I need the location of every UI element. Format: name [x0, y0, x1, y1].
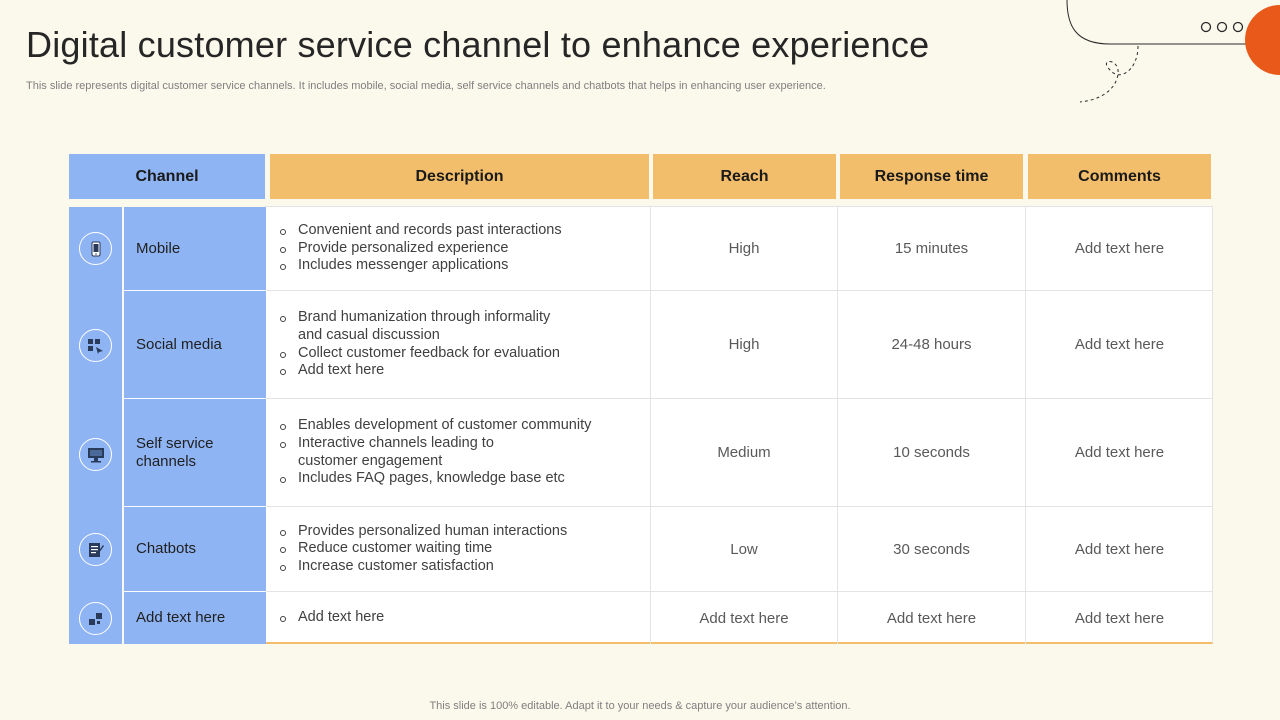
slide-footer: This slide is 100% editable. Adapt it to…: [429, 700, 851, 712]
description-cell: Add text here: [266, 592, 651, 644]
reach-cell: Medium: [651, 399, 838, 507]
list-item: Brand humanization through informality a…: [276, 309, 566, 344]
response-time-cell: 24-48 hours: [838, 291, 1026, 399]
icon-column: [69, 207, 122, 644]
description-cell: Enables development of customer communit…: [266, 399, 651, 507]
channel-label: Chatbots: [124, 507, 266, 592]
reach-cell: Low: [651, 507, 838, 592]
list-item: Includes messenger applications: [276, 257, 562, 275]
list-item-text: Interactive channels leading to customer…: [298, 434, 494, 469]
comments-cell: Add text here: [1026, 507, 1213, 592]
header-channel: Channel: [69, 154, 265, 199]
comments-cell: Add text here: [1026, 207, 1213, 291]
list-item: Provides personalized human interactions: [276, 523, 567, 541]
comments-cell: Add text here: [1026, 399, 1213, 507]
header-comments: Comments: [1028, 154, 1211, 199]
table-row: Chatbots Provides personalized human int…: [69, 507, 1213, 592]
list-item: Collect customer feedback for evaluation: [276, 345, 566, 363]
list-item: Enables development of customer communit…: [276, 417, 606, 435]
table-body: [265, 206, 1213, 644]
list-item: Add text here: [276, 609, 384, 627]
reach-cell: High: [651, 291, 838, 399]
header-description: Description: [270, 154, 649, 199]
header-reach: Reach: [653, 154, 836, 199]
response-time-cell: 15 minutes: [838, 207, 1026, 291]
list-item: Interactive channels leading to customer…: [276, 435, 606, 470]
reach-cell: Add text here: [651, 592, 838, 644]
channel-label: Mobile: [124, 207, 266, 291]
list-item: Reduce customer waiting time: [276, 540, 567, 558]
list-item: Provide personalized experience: [276, 240, 562, 258]
header-response-time: Response time: [840, 154, 1023, 199]
channel-label: Social media: [124, 291, 266, 399]
description-cell: Brand humanization through informality a…: [266, 291, 651, 399]
social-media-icon: [79, 329, 112, 362]
slide-title: Digital customer service channel to enha…: [26, 24, 930, 65]
response-time-cell: Add text here: [838, 592, 1026, 644]
response-time-cell: 10 seconds: [838, 399, 1026, 507]
list-item: Convenient and records past interactions: [276, 222, 562, 240]
channel-label-text: Self service channels: [136, 434, 214, 470]
channel-label: Add text here: [124, 592, 266, 644]
table-row: Mobile Convenient and records past inter…: [69, 207, 1213, 291]
table-row: Self service channels Enables developmen…: [69, 399, 1213, 507]
response-time-cell: 30 seconds: [838, 507, 1026, 592]
comments-cell: Add text here: [1074, 609, 1165, 627]
description-cell: Provides personalized human interactions…: [266, 507, 651, 592]
monitor-icon: [79, 438, 112, 471]
mobile-phone-icon: [79, 232, 112, 265]
chatbot-icon: [79, 533, 112, 566]
description-cell: Convenient and records past interactions…: [266, 207, 651, 291]
reach-cell: High: [651, 207, 838, 291]
comments-cell: Add text here: [1026, 291, 1213, 399]
blocks-icon: [79, 602, 112, 635]
table-row: Social media Brand humanization through …: [69, 291, 1213, 399]
decorative-curve-graphic: [1066, 0, 1280, 103]
slide-subtitle: This slide represents digital customer s…: [26, 80, 826, 92]
list-item: Increase customer satisfaction: [276, 558, 567, 576]
channel-label: Self service channels: [124, 399, 266, 507]
list-item: Includes FAQ pages, knowledge base etc: [276, 470, 606, 488]
list-item: Add text here: [276, 362, 566, 380]
table-row: Add text here Add text here Add text her…: [69, 592, 1213, 644]
